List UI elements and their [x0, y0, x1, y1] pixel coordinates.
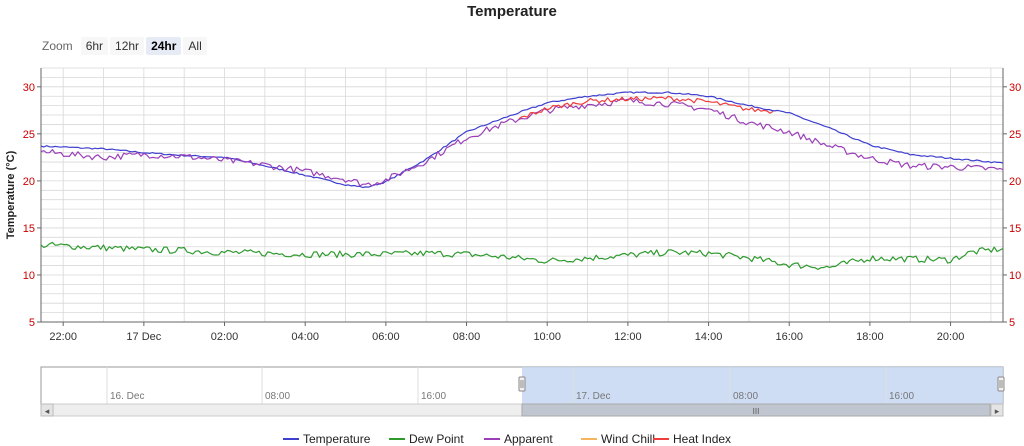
scrollbar-left-button[interactable]	[40, 403, 54, 417]
scrollbar-thumb[interactable]	[521, 403, 991, 417]
y-tick-label-right: 25	[1009, 129, 1021, 141]
chevron-right-icon: ▸	[995, 406, 1000, 416]
navigator-selection[interactable]	[522, 367, 1003, 404]
zoom-label: Zoom	[42, 39, 73, 53]
x-tick-label: 12:00	[614, 331, 642, 343]
x-tick-label: 17 Dec	[126, 331, 161, 343]
legend-label: Wind Chill	[601, 432, 655, 446]
navigator-label: 08:00	[265, 391, 290, 402]
y-tick-label-left: 5	[29, 317, 35, 329]
legend-item-temperature[interactable]: Temperature	[283, 432, 371, 446]
legend-label: Dew Point	[409, 432, 464, 446]
legend-label: Heat Index	[673, 432, 731, 446]
x-tick-label: 20:00	[937, 331, 965, 343]
y-axis-title: Temperature (°C)	[5, 150, 17, 239]
x-tick-label: 14:00	[695, 331, 723, 343]
zoom-controls: Zoom 6hr 12hr 24hr All	[42, 36, 209, 56]
y-tick-label-right: 15	[1009, 223, 1021, 235]
x-tick-label: 06:00	[372, 331, 400, 343]
scrollbar-grip: III	[753, 407, 760, 416]
x-tick-label: 18:00	[856, 331, 884, 343]
legend-label: Apparent	[504, 432, 553, 446]
x-tick-label: 10:00	[533, 331, 561, 343]
y-tick-label-left: 10	[23, 270, 35, 282]
navigator-label: 16:00	[421, 391, 446, 402]
y-tick-label-left: 20	[23, 176, 35, 188]
x-tick-label: 02:00	[211, 331, 239, 343]
x-tick-label: 04:00	[291, 331, 319, 343]
y-tick-label-left: 25	[23, 129, 35, 141]
navigator-right-handle[interactable]	[997, 376, 1005, 392]
legend-item-heat-index[interactable]: Heat Index	[653, 432, 731, 446]
legend-item-wind-chill[interactable]: Wind Chill	[581, 432, 655, 446]
x-tick-label: 16:00	[775, 331, 803, 343]
handle-body[interactable]	[997, 376, 1005, 392]
legend-item-apparent[interactable]: Apparent	[484, 432, 553, 446]
x-tick-label: 08:00	[453, 331, 481, 343]
legend-label: Temperature	[303, 432, 371, 446]
series-line-temperature	[40, 91, 1004, 189]
y-tick-label-right: 30	[1009, 82, 1021, 94]
navigator-label: 16. Dec	[110, 391, 144, 402]
zoom-6hr-button[interactable]: 6hr	[80, 37, 109, 55]
y-tick-label-right: 20	[1009, 176, 1021, 188]
chevron-left-icon: ◂	[45, 406, 50, 416]
navigator-left-handle[interactable]	[518, 376, 526, 392]
zoom-24hr-button[interactable]: 24hr	[146, 37, 182, 55]
y-tick-label-left: 30	[23, 82, 35, 94]
chart-title: Temperature	[467, 3, 557, 20]
scrollbar-right-button[interactable]	[990, 403, 1004, 417]
handle-body[interactable]	[518, 376, 526, 392]
x-tick-label: 22:00	[49, 331, 77, 343]
navigator-label: 17. Dec	[576, 391, 610, 402]
series-line-apparent	[40, 98, 1004, 187]
series-line-dew-point	[40, 241, 1004, 270]
zoom-12hr-button[interactable]: 12hr	[110, 37, 145, 55]
legend-item-dew-point[interactable]: Dew Point	[389, 432, 464, 446]
y-tick-label-right: 10	[1009, 270, 1021, 282]
y-tick-label-left: 15	[23, 223, 35, 235]
zoom-all-button[interactable]: All	[183, 37, 207, 55]
series-line-heat-index	[518, 95, 774, 120]
navigator-label: 08:00	[733, 391, 758, 402]
y-tick-label-right: 5	[1009, 317, 1015, 329]
navigator-label: 16:00	[889, 391, 914, 402]
